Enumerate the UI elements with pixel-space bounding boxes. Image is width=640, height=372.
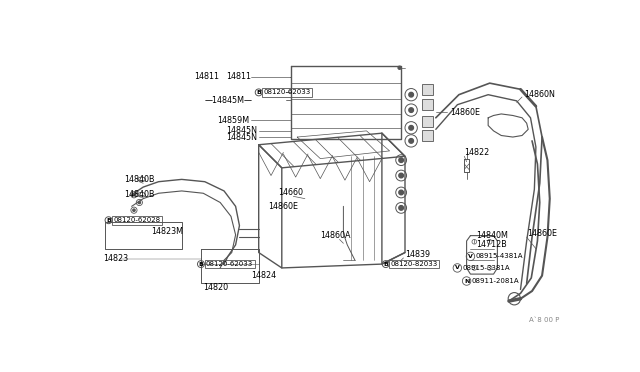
- Circle shape: [399, 158, 403, 163]
- Circle shape: [138, 201, 141, 203]
- Text: 14823M: 14823M: [151, 227, 183, 236]
- Text: 14860E: 14860E: [268, 202, 298, 211]
- Text: 14824: 14824: [251, 271, 276, 280]
- Text: 08120-62033: 08120-62033: [206, 261, 253, 267]
- Text: 08120-62028: 08120-62028: [113, 217, 161, 223]
- Text: 14845N: 14845N: [226, 126, 257, 135]
- Text: N: N: [464, 279, 469, 283]
- Circle shape: [409, 108, 413, 112]
- Text: 08915-4381A: 08915-4381A: [476, 253, 523, 259]
- Circle shape: [399, 206, 403, 210]
- Text: 14845N: 14845N: [226, 132, 257, 141]
- Circle shape: [409, 92, 413, 97]
- Text: 14811: 14811: [194, 73, 219, 81]
- Text: 08915-3381A: 08915-3381A: [462, 265, 510, 271]
- Circle shape: [399, 190, 403, 195]
- Bar: [422, 130, 433, 141]
- Text: B: B: [106, 218, 111, 223]
- Text: 14860E: 14860E: [450, 108, 479, 117]
- Text: —14845M—: —14845M—: [205, 96, 253, 105]
- Text: 08120-82033: 08120-82033: [391, 261, 438, 267]
- Text: 08120-62033: 08120-62033: [264, 89, 311, 95]
- Text: 14823: 14823: [103, 254, 128, 263]
- Text: A`8 00 P: A`8 00 P: [529, 317, 559, 323]
- Circle shape: [409, 125, 413, 130]
- Text: 14840M: 14840M: [476, 231, 508, 240]
- Text: 14860N: 14860N: [524, 90, 556, 99]
- Circle shape: [398, 66, 401, 69]
- Bar: [422, 116, 433, 127]
- Text: 14860E: 14860E: [527, 229, 557, 238]
- Text: 14839: 14839: [405, 250, 430, 259]
- Text: 14811: 14811: [226, 73, 251, 81]
- Text: 14859M: 14859M: [218, 116, 250, 125]
- Circle shape: [399, 173, 403, 178]
- Circle shape: [133, 194, 135, 196]
- Text: V: V: [455, 266, 460, 270]
- Text: 14840B: 14840B: [124, 190, 154, 199]
- Bar: [422, 99, 433, 110]
- Text: 14660: 14660: [278, 188, 303, 197]
- Bar: [422, 84, 433, 95]
- Text: 14820: 14820: [204, 283, 228, 292]
- Text: 14712B: 14712B: [476, 240, 507, 249]
- Text: 08911-2081A: 08911-2081A: [472, 278, 519, 284]
- Text: 14860A: 14860A: [320, 231, 351, 240]
- Text: 14822: 14822: [464, 148, 490, 157]
- Text: B: B: [198, 262, 204, 267]
- Text: B: B: [383, 262, 388, 267]
- Circle shape: [409, 139, 413, 143]
- Text: V: V: [468, 254, 473, 259]
- Circle shape: [133, 209, 135, 211]
- Text: B: B: [256, 90, 261, 95]
- Text: 14840B: 14840B: [124, 175, 154, 184]
